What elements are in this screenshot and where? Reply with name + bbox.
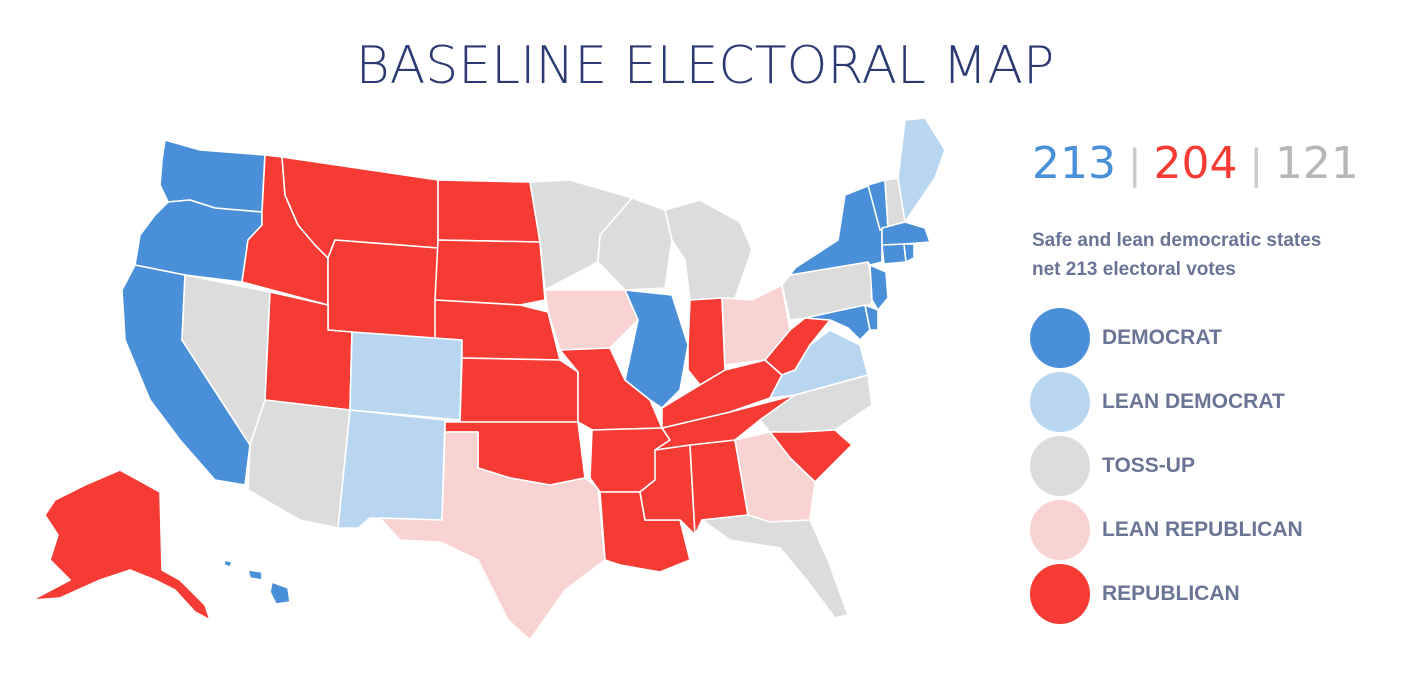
state-ma[interactable] (881, 221, 931, 246)
state-nj[interactable] (869, 264, 889, 311)
state-az[interactable] (247, 399, 351, 529)
state-ak[interactable] (31, 469, 211, 621)
state-hi[interactable] (223, 559, 233, 568)
legend-item-republican: REPUBLICAN (1030, 564, 1400, 628)
state-hi-maui[interactable] (247, 569, 263, 581)
state-nd[interactable] (437, 179, 541, 243)
state-ks[interactable] (459, 357, 579, 423)
legend-swatch-republican (1030, 564, 1090, 624)
state-wy[interactable] (327, 239, 439, 341)
legend-label: LEAN DEMOCRAT (1102, 390, 1285, 413)
summary-text: Safe and lean democratic states net 213 … (1032, 226, 1402, 284)
tally-separator: | (1127, 142, 1142, 188)
state-wi[interactable] (597, 197, 673, 291)
legend-item-lean-democrat: LEAN DEMOCRAT (1030, 372, 1400, 436)
legend-swatch-toss-up (1030, 436, 1090, 496)
state-me[interactable] (897, 117, 946, 223)
electoral-vote-tally: 213 | 204 | 121 (1032, 138, 1359, 189)
state-ny[interactable] (789, 184, 883, 276)
legend-label: REPUBLICAN (1102, 582, 1240, 605)
state-ia[interactable] (544, 289, 639, 351)
dem-vote-count: 213 (1032, 138, 1116, 189)
state-mi[interactable] (664, 199, 753, 301)
state-fl[interactable] (701, 514, 849, 619)
tossup-vote-count: 121 (1274, 138, 1359, 189)
legend-swatch-democrat (1030, 308, 1090, 368)
state-ri[interactable] (903, 243, 915, 263)
legend-item-lean-republican: LEAN REPUBLICAN (1030, 500, 1400, 564)
state-nm[interactable] (337, 409, 446, 529)
state-hi-big-island[interactable] (269, 581, 291, 605)
state-in[interactable] (687, 297, 726, 386)
state-sd[interactable] (434, 239, 546, 306)
map-title: BASELINE ELECTORAL MAP (355, 36, 1055, 96)
legend-swatch-lean-democrat (1030, 372, 1090, 432)
legend-swatch-lean-republican (1030, 500, 1090, 560)
us-electoral-map (31, 117, 946, 641)
legend-label: LEAN REPUBLICAN (1102, 518, 1303, 541)
legend-item-toss-up: TOSS-UP (1030, 436, 1400, 500)
legend-label: DEMOCRAT (1102, 326, 1222, 349)
tally-separator: | (1249, 142, 1263, 188)
state-co[interactable] (349, 331, 463, 421)
rep-vote-count: 204 (1153, 138, 1238, 189)
summary-line-2: net 213 electoral votes (1032, 259, 1236, 280)
state-tx[interactable] (379, 431, 606, 641)
legend-label: TOSS-UP (1102, 454, 1195, 477)
state-de[interactable] (864, 304, 879, 331)
legend-item-democrat: DEMOCRAT (1030, 308, 1400, 372)
state-ct[interactable] (881, 243, 907, 265)
map-legend: DEMOCRAT LEAN DEMOCRAT TOSS-UP LEAN REPU… (1030, 308, 1400, 628)
summary-line-1: Safe and lean democratic states (1032, 230, 1322, 251)
